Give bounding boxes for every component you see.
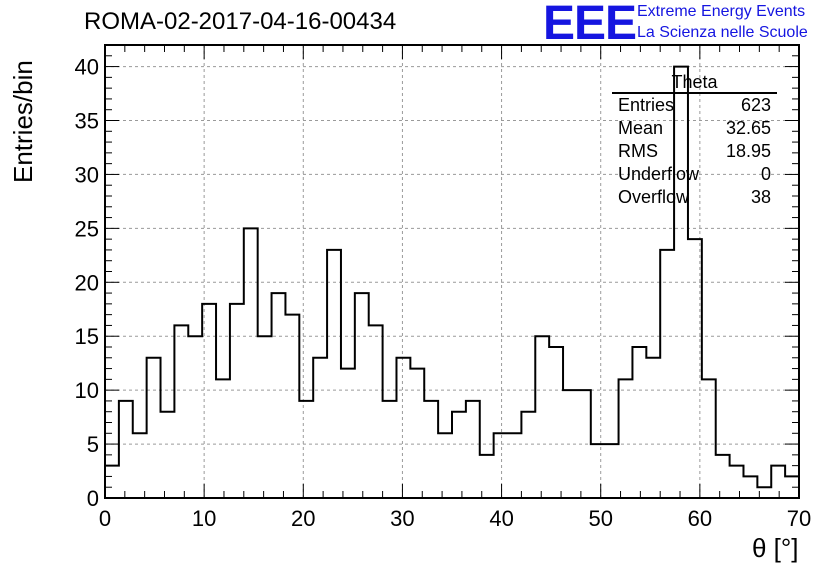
y-tick-label: 35 [75,109,99,134]
y-tick-label: 10 [75,378,99,403]
x-tick-label: 70 [787,506,811,531]
histogram-bin [202,304,216,498]
histogram-bin [299,401,313,498]
stats-value: 0 [760,164,771,184]
histogram-bin [244,228,258,498]
y-tick-label: 20 [75,270,99,295]
stats-row-entries: Entries 623 [612,94,777,117]
histogram-bin [285,315,299,498]
axis-ticks [104,44,800,499]
stats-row-mean: Mean 32.65 [612,117,777,140]
x-tick-label: 10 [192,506,216,531]
histogram-bin [605,444,619,498]
histogram-bin [702,379,716,498]
histogram-bin [549,347,563,498]
histogram-bin [369,325,383,498]
histogram-bin [355,293,369,498]
histogram-bin [147,358,161,498]
histogram-bin [535,336,549,498]
stats-label: Entries [618,95,675,115]
y-tick-label: 5 [87,432,99,457]
stats-label: Mean [618,118,664,138]
stats-row-underflow: Underflow 0 [612,163,777,186]
histogram-bin [161,412,175,498]
x-axis-label: θ [°] [752,533,799,563]
histogram-bin [174,325,188,498]
stats-value: 18.95 [725,141,771,161]
histogram-bin [216,379,230,498]
stats-row-rms: RMS 18.95 [612,140,777,163]
histogram-bin [494,433,508,498]
histogram-bin [133,433,147,498]
histogram-bin [452,412,466,498]
logo-line-2: La Scienza nelle Scuole [637,24,808,41]
histogram-bin [396,358,410,498]
histogram-bin [730,466,744,498]
histogram-bin [313,358,327,498]
histogram-bin [188,336,202,498]
histogram-bin [119,401,133,498]
histogram-bin [577,390,591,498]
histogram-bin [563,390,577,498]
histogram-bin [230,304,244,498]
histogram-bin [258,336,272,498]
histogram-bin [771,466,785,498]
histogram-bin [105,466,119,498]
histogram-bin [646,358,660,498]
histogram-bin [619,379,633,498]
y-tick-label: 40 [75,55,99,80]
y-tick-label: 0 [87,486,99,511]
stats-label: Underflow [618,164,700,184]
eee-logo: EEE [543,0,637,50]
histogram-bin [743,476,757,498]
x-tick-label: 40 [489,506,513,531]
histogram-bin [591,444,605,498]
histogram-bin [272,293,286,498]
histogram-bin [438,433,452,498]
histogram-line [104,65,799,498]
histogram-bin [383,401,397,498]
logo-line-1: Extreme Energy Events [637,3,806,20]
stats-label: RMS [618,141,658,161]
histogram-bin [660,250,674,498]
histogram-bin [424,401,438,498]
histogram-bin [521,412,535,498]
histogram-bin [466,401,480,498]
stats-label: Overflow [618,187,690,207]
statistics-box: Theta Entries 623 Mean 32.65 RMS 18.95 U… [612,72,777,209]
x-tick-label: 30 [390,506,414,531]
histogram-bin [688,239,702,498]
histogram-bin [410,369,424,498]
histogram-bin [508,433,522,498]
histogram-bin [327,250,341,498]
x-tick-label: 50 [588,506,612,531]
x-tick-label: 0 [99,506,111,531]
stats-value: 623 [740,95,771,115]
y-tick-label: 15 [75,324,99,349]
histogram-bin [341,369,355,498]
chart-title: ROMA-02-2017-04-16-00434 [84,8,397,35]
stats-value: 38 [750,187,771,207]
tick-labels: 0 10 20 30 40 50 60 70 0 5 10 15 20 25 30 35 40 [75,55,812,531]
histogram-bin [716,455,730,498]
histogram-bin [632,347,646,498]
y-axis-label: Entries/bin [8,60,38,183]
stats-value: 32.65 [725,118,771,138]
y-tick-label: 30 [75,162,99,187]
y-tick-label: 25 [75,216,99,241]
stats-row-overflow: Overflow 38 [612,186,777,209]
x-tick-label: 60 [688,506,712,531]
histogram-series [104,65,799,498]
stats-title: Theta [612,72,777,94]
x-tick-label: 20 [291,506,315,531]
